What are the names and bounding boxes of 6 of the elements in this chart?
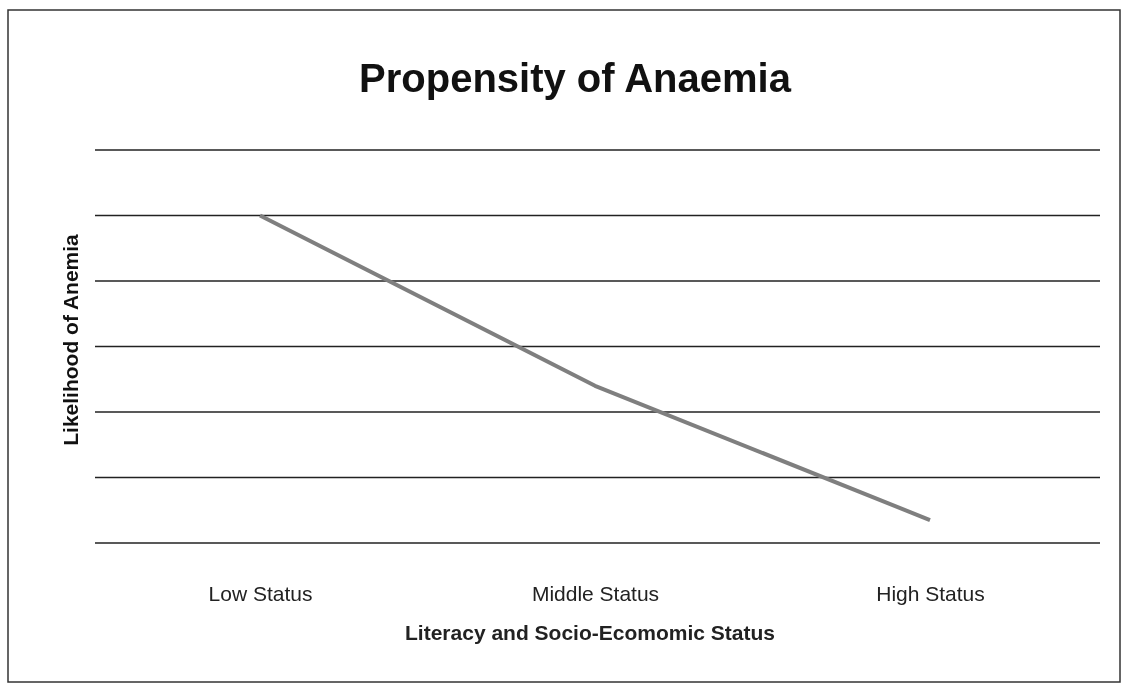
x-tick-label: Low Status <box>208 581 313 605</box>
x-tick-label: High Status <box>876 581 985 605</box>
x-axis-title: Literacy and Socio-Ecomomic Status <box>405 621 775 644</box>
chart-title: Propensity of Anaemia <box>359 56 792 100</box>
y-axis-title: Likelihood of Anemia <box>59 233 82 446</box>
x-tick-label: Middle Status <box>531 581 660 605</box>
